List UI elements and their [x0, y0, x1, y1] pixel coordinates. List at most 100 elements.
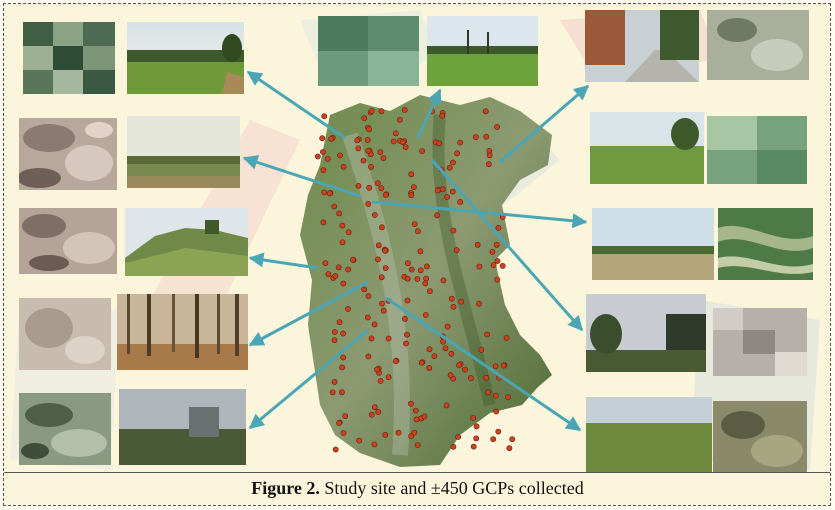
- gcp-marker: [434, 212, 440, 219]
- gcp-marker: [493, 241, 500, 248]
- gcp-marker: [392, 130, 399, 137]
- gcp-marker: [484, 331, 490, 338]
- gcp-marker: [340, 354, 347, 361]
- gcp-marker: [447, 372, 454, 379]
- gcp-marker: [392, 358, 399, 365]
- gcp-marker: [426, 346, 433, 353]
- gcp-marker: [371, 321, 378, 328]
- gcp-marker: [408, 433, 415, 440]
- gcp-marker: [319, 135, 326, 142]
- satellite-tile-left-3: [19, 208, 117, 274]
- satellite-tile-left-5: [19, 393, 111, 465]
- gcp-marker: [382, 265, 389, 271]
- gcp-marker: [378, 108, 385, 115]
- gcp-marker: [476, 300, 482, 307]
- gcp-marker: [379, 300, 385, 307]
- gcp-marker: [320, 219, 327, 226]
- gcp-marker: [408, 171, 415, 178]
- gcp-marker: [482, 108, 489, 115]
- gcp-marker: [411, 184, 417, 190]
- gcp-marker: [470, 415, 476, 421]
- gcp-marker: [499, 262, 506, 269]
- gcp-marker: [339, 222, 346, 229]
- satellite-tile-right-2: [707, 116, 807, 184]
- field-photo-left-2: [127, 116, 240, 188]
- gcp-marker: [337, 152, 343, 159]
- gcp-marker: [492, 363, 499, 370]
- satellite-tile-top-middle: [318, 16, 419, 86]
- gcp-marker: [456, 362, 462, 369]
- gcp-marker: [421, 413, 428, 420]
- gcp-marker: [470, 443, 477, 450]
- gcp-marker: [375, 180, 381, 187]
- gcp-marker: [423, 263, 430, 270]
- gcp-marker: [404, 275, 411, 282]
- gcp-marker: [483, 374, 490, 381]
- gcp-marker: [408, 192, 415, 199]
- gcp-marker: [340, 280, 347, 287]
- field-photo-right-2: [590, 112, 704, 184]
- gcp-marker: [443, 402, 450, 409]
- gcp-marker: [326, 190, 333, 197]
- gcp-marker: [404, 331, 410, 338]
- figure-caption-text: Study site and ±450 GCPs collected: [324, 478, 584, 498]
- gcp-marker: [505, 394, 511, 401]
- gcp-marker: [331, 379, 338, 385]
- gcp-marker: [335, 264, 342, 271]
- gcp-marker: [489, 248, 496, 255]
- gcp-marker: [332, 273, 339, 279]
- gcp-marker: [473, 423, 480, 430]
- gcp-marker: [426, 364, 433, 371]
- gcp-marker: [322, 260, 329, 266]
- satellite-tile-left-4: [19, 298, 111, 370]
- gcp-marker: [417, 267, 424, 274]
- gcp-marker: [339, 364, 345, 371]
- gcp-marker: [380, 307, 387, 314]
- gcp-marker: [336, 319, 343, 326]
- gcp-marker: [339, 239, 346, 246]
- gcp-marker: [403, 340, 409, 347]
- gcp-marker: [405, 260, 411, 267]
- gcp-marker: [377, 378, 384, 384]
- gcp-marker: [450, 303, 457, 310]
- gcp-marker: [395, 429, 402, 436]
- gcp-marker: [423, 275, 429, 282]
- gcp-marker: [366, 126, 372, 133]
- gcp-marker: [375, 256, 381, 263]
- gcp-marker: [314, 153, 321, 160]
- gcp-marker: [365, 353, 372, 360]
- satellite-tile-left-1: [23, 22, 115, 94]
- figure-caption: Figure 2. Study site and ±450 GCPs colle…: [0, 478, 835, 499]
- gcp-marker: [454, 150, 460, 157]
- gcp-marker: [385, 335, 392, 342]
- gcp-marker: [355, 183, 362, 189]
- satellite-tile-right-3: [718, 208, 813, 280]
- gcp-marker: [331, 337, 338, 344]
- gcp-marker: [365, 293, 372, 299]
- gcp-marker: [339, 389, 345, 396]
- gcp-marker: [412, 407, 419, 414]
- gcp-marker: [380, 155, 387, 161]
- gcp-marker: [332, 446, 339, 453]
- gcp-marker: [361, 286, 368, 293]
- gcp-marker: [457, 199, 464, 205]
- gcp-marker: [492, 392, 499, 399]
- gcp-marker: [364, 314, 371, 321]
- gcp-marker: [446, 164, 453, 171]
- gcp-marker: [331, 329, 338, 335]
- gcp-marker: [377, 149, 384, 155]
- field-photo-right-1: [585, 10, 699, 82]
- gcp-marker: [440, 338, 446, 345]
- gcp-marker: [371, 441, 378, 448]
- gcp-marker: [509, 436, 516, 443]
- gcp-marker: [495, 428, 502, 435]
- gcp-marker: [390, 138, 397, 145]
- field-photo-right-3: [592, 208, 714, 280]
- gcp-marker: [345, 266, 352, 273]
- gcp-marker: [321, 113, 328, 120]
- gcp-marker: [361, 115, 368, 122]
- gcp-marker: [495, 224, 502, 231]
- gcp-marker: [375, 409, 382, 415]
- gcp-marker: [329, 389, 336, 396]
- figure-label: Figure 2.: [251, 478, 320, 498]
